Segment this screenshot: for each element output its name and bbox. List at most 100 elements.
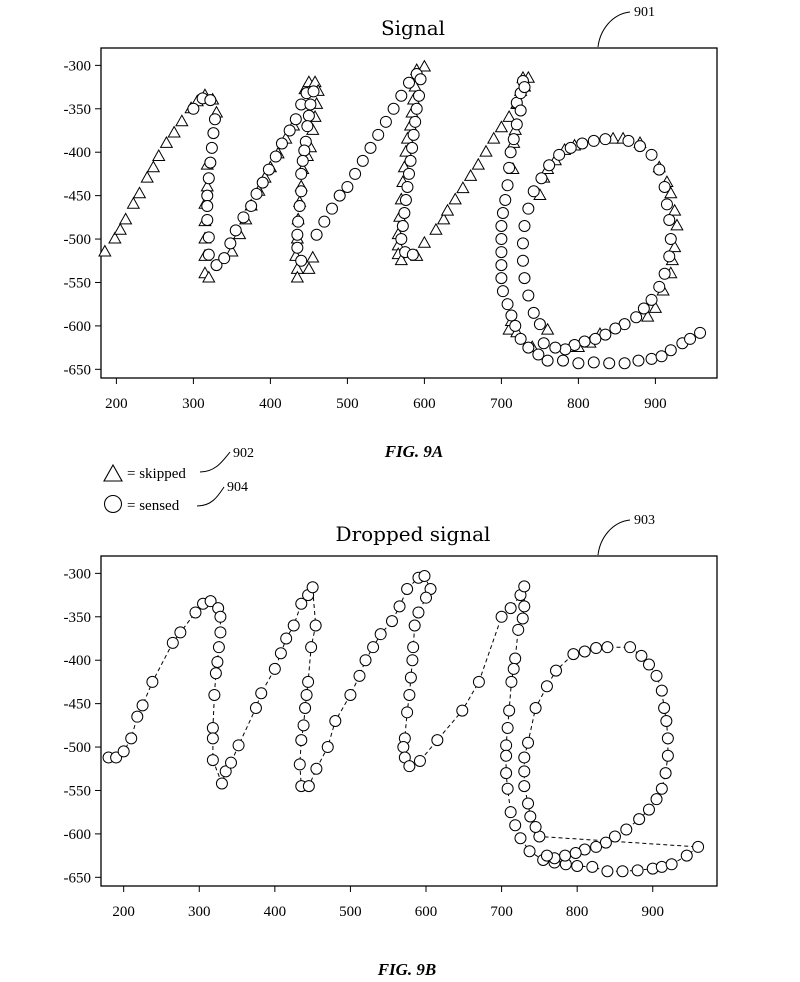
sensed-point bbox=[414, 73, 427, 86]
sensed-point bbox=[397, 741, 410, 754]
sensed-point bbox=[514, 104, 527, 117]
skipped-point bbox=[494, 120, 509, 133]
sensed-point bbox=[326, 202, 338, 215]
sensed-point bbox=[403, 167, 415, 180]
skipped-point bbox=[126, 196, 141, 209]
sensed-point bbox=[174, 626, 187, 639]
sensed-point bbox=[571, 860, 584, 873]
skipped-point bbox=[159, 136, 174, 148]
sensed-point bbox=[136, 699, 149, 712]
sensed-point bbox=[504, 602, 517, 615]
sensed-point bbox=[406, 654, 419, 667]
sensed-point bbox=[590, 840, 603, 853]
sensed-point bbox=[658, 267, 671, 280]
sensed-point bbox=[250, 187, 263, 200]
y-tick-label: -600 bbox=[64, 319, 92, 335]
sensed-point bbox=[295, 185, 308, 198]
skipped-point bbox=[417, 235, 432, 248]
sensed-point bbox=[496, 207, 509, 219]
sensed-point bbox=[413, 754, 426, 767]
y-tick-label: -500 bbox=[64, 740, 92, 756]
sensed-point bbox=[418, 569, 431, 582]
sensed-point bbox=[300, 688, 313, 701]
skipped-point bbox=[108, 231, 122, 244]
sensed-point bbox=[633, 813, 646, 826]
skipped-point bbox=[471, 157, 486, 170]
sensed-point bbox=[356, 154, 369, 167]
sensed-point bbox=[503, 161, 516, 174]
reference-leader-903 bbox=[597, 519, 631, 556]
sensed-point bbox=[297, 719, 310, 732]
sensed-point bbox=[518, 580, 531, 593]
sensed-point bbox=[578, 335, 591, 348]
sensed-point bbox=[413, 89, 426, 102]
sensed-point bbox=[289, 113, 302, 126]
sensed-point bbox=[495, 246, 508, 259]
sensed-point bbox=[403, 760, 416, 773]
sensed-point bbox=[302, 780, 315, 793]
sensed-point bbox=[396, 220, 409, 233]
sensed-point bbox=[653, 280, 666, 293]
y-tick-label: -650 bbox=[64, 870, 92, 886]
sensed-point bbox=[472, 675, 485, 688]
sensed-point bbox=[684, 332, 697, 345]
sensed-point bbox=[599, 836, 612, 849]
sensed-point bbox=[616, 865, 629, 878]
sensed-point bbox=[624, 641, 637, 654]
sensed-point bbox=[269, 150, 282, 163]
skipped-point bbox=[118, 212, 133, 225]
sensed-point bbox=[304, 98, 317, 111]
sensed-point bbox=[609, 322, 622, 335]
sensed-point bbox=[653, 163, 666, 176]
sensed-point bbox=[655, 782, 668, 795]
sensed-point bbox=[569, 847, 582, 859]
sensed-point bbox=[232, 739, 245, 752]
sensed-point bbox=[353, 669, 366, 682]
sensed-point bbox=[503, 704, 516, 717]
sensed-point bbox=[661, 732, 674, 745]
sensed-point bbox=[601, 865, 614, 878]
y-tick-label: -450 bbox=[64, 189, 92, 205]
skipped-point bbox=[463, 169, 478, 181]
sensed-point bbox=[295, 597, 308, 610]
sensed-point bbox=[237, 211, 250, 224]
skipped-point bbox=[175, 114, 189, 127]
sensed-point bbox=[589, 332, 602, 345]
sensed-point bbox=[201, 200, 214, 213]
sensed-point bbox=[540, 849, 553, 862]
skipped-point bbox=[306, 250, 320, 263]
sensed-point bbox=[249, 701, 262, 714]
sensed-point bbox=[527, 306, 540, 319]
sensed-point bbox=[509, 319, 522, 332]
sensed-point bbox=[500, 739, 513, 752]
axis-ticks: -300 -350 -400 -450 -500 -550 -600 -650 200 300 40… bbox=[64, 566, 665, 920]
sensed-point bbox=[403, 76, 415, 89]
sensed-point bbox=[516, 254, 529, 267]
y-tick-label: -400 bbox=[64, 653, 92, 669]
x-tick-label: 300 bbox=[182, 396, 205, 412]
sensed-point bbox=[262, 163, 275, 176]
sensed-point bbox=[401, 180, 414, 193]
skipped-point bbox=[98, 244, 112, 257]
skipped-point bbox=[140, 170, 154, 183]
sensed-point bbox=[540, 680, 553, 693]
sensed-point bbox=[214, 610, 227, 623]
reference-leader-901 bbox=[597, 11, 631, 48]
sensed-point bbox=[567, 648, 580, 661]
y-tick-label: -450 bbox=[64, 697, 92, 713]
skipped-point bbox=[290, 270, 305, 283]
sensed-point bbox=[206, 721, 219, 734]
sensed-point bbox=[505, 309, 518, 322]
skipped-point bbox=[429, 222, 443, 235]
skipped-point bbox=[448, 192, 462, 205]
figure-caption-b: FIG. 9B bbox=[377, 960, 437, 979]
sensed-point bbox=[398, 207, 411, 219]
sensed-point bbox=[291, 228, 304, 241]
sensed-point bbox=[187, 102, 200, 115]
legend-skipped-label: = skipped bbox=[127, 466, 186, 482]
sensed-point bbox=[599, 328, 612, 341]
sensed-point bbox=[541, 354, 554, 367]
sensed-point bbox=[637, 302, 650, 315]
sensed-point bbox=[642, 803, 655, 816]
sensed-point bbox=[518, 765, 531, 778]
